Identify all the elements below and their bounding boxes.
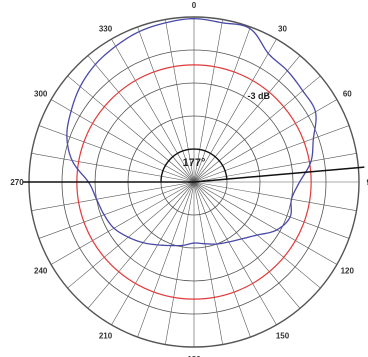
grid-spoke [193, 181, 251, 338]
angle-label-330: 330 [99, 25, 113, 34]
angle-label-120: 120 [341, 267, 355, 276]
beam-edge-line [193, 166, 365, 183]
grid-spoke [193, 181, 338, 265]
angle-label-30: 30 [278, 25, 287, 34]
grid-spoke [193, 125, 350, 183]
beamwidth-arc [160, 148, 228, 183]
grid-spoke [193, 181, 277, 326]
grid-spoke [193, 99, 338, 183]
grid-spoke [31, 181, 195, 211]
angle-label-90: 90 [367, 178, 368, 187]
grid-spoke [87, 181, 195, 309]
angle-label-0: 0 [192, 1, 197, 10]
angle-label-60: 60 [343, 90, 352, 99]
grid-spoke [193, 26, 251, 183]
grid-spoke [193, 75, 321, 183]
angle-labels: 0 30 60 90 120 150 180 210 240 270 300 330 [10, 1, 368, 357]
reference-level-label: -3 dB [247, 91, 270, 101]
grid-spoke [50, 99, 195, 183]
grid-spoke [137, 181, 195, 338]
grid-spoke [193, 181, 223, 345]
angle-label-270: 270 [10, 178, 24, 187]
grid-spoke [67, 181, 195, 289]
grid-spoke [111, 38, 195, 183]
grid-spoke [67, 75, 195, 183]
angle-label-180: 180 [187, 355, 201, 357]
beamwidth-label: 177° [183, 157, 206, 169]
grid-spoke [137, 26, 195, 183]
grid-spoke [193, 153, 357, 183]
grid-spoke [31, 153, 195, 183]
grid-spoke [193, 181, 357, 211]
grid-spoke [193, 38, 277, 183]
beamwidth-lines [23, 166, 365, 183]
angle-label-240: 240 [34, 267, 48, 276]
angle-label-210: 210 [99, 331, 113, 340]
grid-spoke [38, 181, 195, 239]
grid-spoke [38, 125, 195, 183]
angle-label-150: 150 [276, 331, 290, 340]
grid-spoke [193, 55, 301, 183]
grid-spoke [87, 55, 195, 183]
grid-spoke [165, 19, 195, 183]
radiation-pattern-curve [66, 17, 317, 247]
angle-label-300: 300 [34, 90, 48, 99]
grid-spoke [193, 181, 350, 239]
grid-spoke [193, 181, 301, 309]
grid-spoke [165, 181, 195, 345]
grid-spoke [193, 19, 223, 183]
grid-spoke [50, 181, 195, 265]
grid-spoke [111, 181, 195, 326]
reference-3db-circle [76, 64, 312, 300]
